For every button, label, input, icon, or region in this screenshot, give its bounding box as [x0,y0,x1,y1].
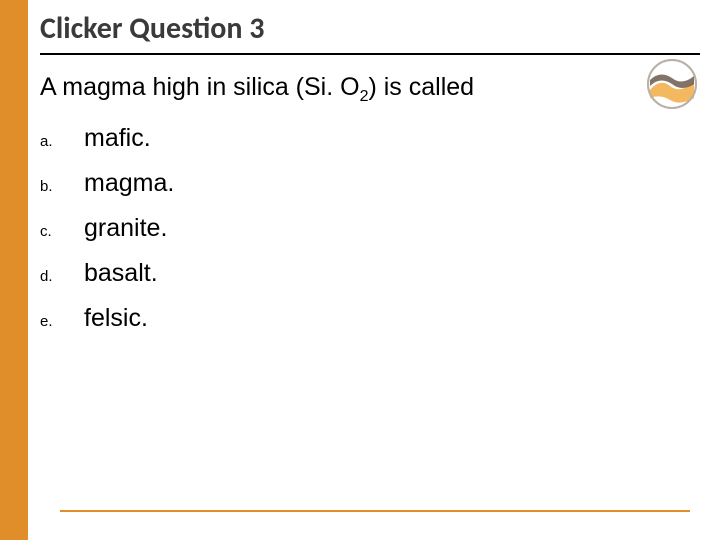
question-suffix: ) is called [368,73,474,101]
question-prefix: A magma high in silica (Si. O [40,73,360,101]
option-text: basalt. [84,259,158,288]
left-accent-bar [0,0,28,540]
option-letter: d. [40,268,84,285]
option-row: d. basalt. [40,259,700,288]
slide-content: Clicker Question 3 A magma high in silic… [40,10,700,349]
option-letter: c. [40,223,84,240]
option-row: e. felsic. [40,304,700,333]
globe-logo-icon [646,58,698,110]
option-letter: a. [40,133,84,150]
option-row: b. magma. [40,169,700,198]
option-text: mafic. [84,124,151,153]
bottom-accent-rule [60,510,690,512]
option-text: granite. [84,214,167,243]
title-underline [40,53,700,55]
option-letter: b. [40,178,84,195]
option-row: a. mafic. [40,124,700,153]
option-text: magma. [84,169,174,198]
question-text: A magma high in silica (Si. O2) is calle… [40,73,700,106]
option-letter: e. [40,313,84,330]
option-row: c. granite. [40,214,700,243]
options-list: a. mafic. b. magma. c. granite. d. basal… [40,124,700,333]
option-text: felsic. [84,304,148,333]
slide-title: Clicker Question 3 [40,10,700,53]
